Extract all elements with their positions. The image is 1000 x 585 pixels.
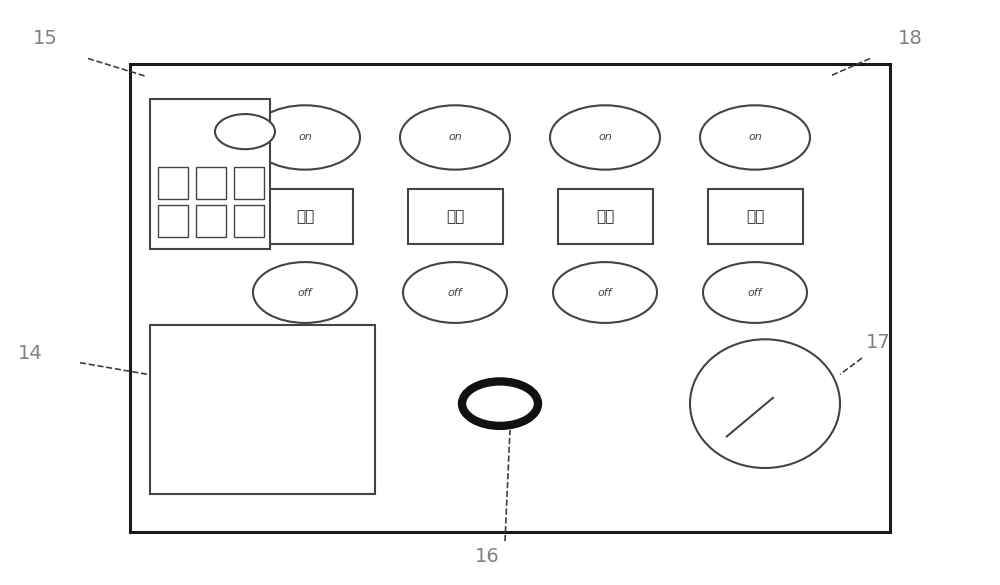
Circle shape xyxy=(700,105,810,170)
Text: 变频: 变频 xyxy=(296,209,314,224)
Bar xyxy=(196,205,226,237)
Text: 15: 15 xyxy=(33,29,57,47)
Bar xyxy=(150,325,375,494)
Circle shape xyxy=(403,262,507,323)
Bar xyxy=(196,167,226,199)
Text: on: on xyxy=(598,132,612,143)
Text: on: on xyxy=(448,132,462,143)
Bar xyxy=(408,188,503,245)
Bar xyxy=(130,64,890,532)
Text: 14: 14 xyxy=(18,345,42,363)
Text: on: on xyxy=(298,132,312,143)
Bar xyxy=(234,205,264,237)
Text: 18: 18 xyxy=(898,29,922,47)
Text: 17: 17 xyxy=(866,333,890,352)
Circle shape xyxy=(250,105,360,170)
Text: 付表: 付表 xyxy=(746,209,764,224)
Bar xyxy=(558,188,652,245)
Text: off: off xyxy=(598,287,612,298)
Text: 气泵: 气泵 xyxy=(446,209,464,224)
Text: off: off xyxy=(448,287,462,298)
Circle shape xyxy=(553,262,657,323)
Circle shape xyxy=(400,105,510,170)
Text: 加压: 加压 xyxy=(596,209,614,224)
Ellipse shape xyxy=(690,339,840,468)
Circle shape xyxy=(253,262,357,323)
Bar xyxy=(234,167,264,199)
Bar xyxy=(158,167,188,199)
Text: off: off xyxy=(298,287,312,298)
Circle shape xyxy=(215,114,275,149)
Text: off: off xyxy=(748,287,762,298)
Bar xyxy=(708,188,802,245)
Text: 16: 16 xyxy=(475,548,499,566)
Circle shape xyxy=(550,105,660,170)
Bar xyxy=(158,205,188,237)
Circle shape xyxy=(703,262,807,323)
Bar xyxy=(150,99,270,249)
Text: on: on xyxy=(748,132,762,143)
Circle shape xyxy=(462,381,538,426)
Bar xyxy=(258,188,352,245)
